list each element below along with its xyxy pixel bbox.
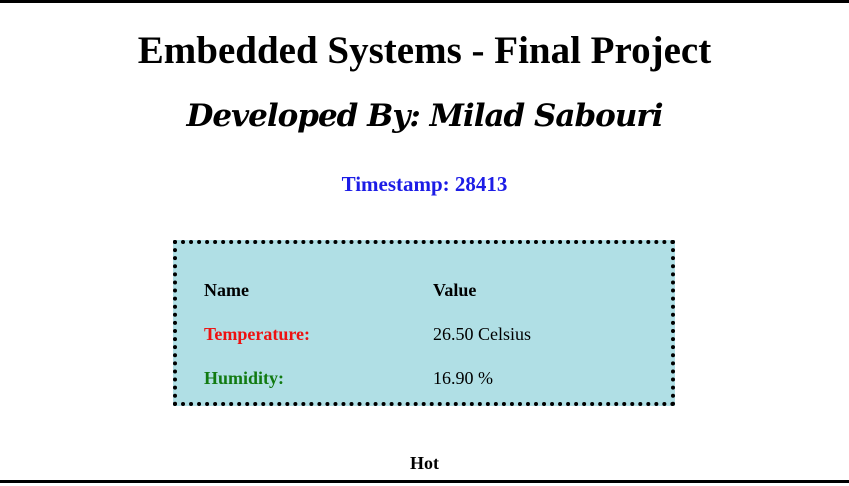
author-subtitle: Developed By: Milad Sabouri [186, 98, 663, 134]
name-column-header: Name [204, 279, 249, 300]
page-title: Embedded Systems - Final Project [137, 29, 712, 72]
temperature-value: 26.50 Celsius [433, 323, 532, 344]
humidity-label: Humidity: [204, 367, 285, 388]
status-text: Hot [410, 453, 439, 473]
sensor-table: Name Value Temperature: 26.50 Celsius Hu… [204, 268, 531, 400]
value-column-header: Value [433, 279, 477, 300]
table-row-humidity: Humidity: 16.90 % [204, 356, 531, 400]
table-header-row: Name Value [204, 268, 531, 312]
top-border [0, 0, 849, 3]
bottom-border [0, 480, 849, 483]
timestamp-label: Timestamp: 28413 [341, 172, 508, 196]
sensor-panel: Name Value Temperature: 26.50 Celsius Hu… [173, 240, 675, 406]
temperature-label: Temperature: [204, 323, 310, 344]
table-row-temperature: Temperature: 26.50 Celsius [204, 312, 531, 356]
humidity-value: 16.90 % [433, 367, 493, 388]
